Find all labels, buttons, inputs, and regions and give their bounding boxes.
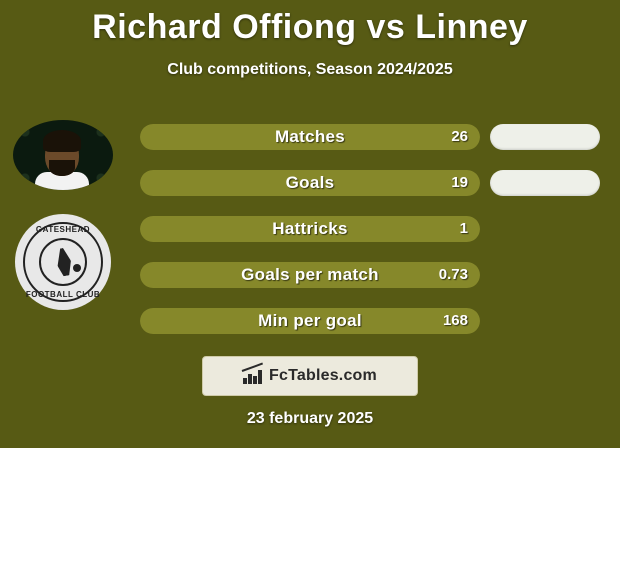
bar-value: 0.73: [439, 262, 468, 288]
left-player-column: GATESHEAD FOOTBALL CLUB: [8, 120, 118, 306]
stat-row: Hattricks1: [140, 216, 480, 242]
bar-value: 1: [460, 216, 468, 242]
page-title: Richard Offiong vs Linney: [0, 0, 620, 47]
bar-label: Min per goal: [140, 308, 480, 334]
stat-row: Matches26: [140, 124, 480, 150]
bar-label: Hattricks: [140, 216, 480, 242]
bar-label: Goals per match: [140, 262, 480, 288]
stat-bars: Matches26 Goals19 Hattricks1 Goals per matc…: [140, 124, 480, 354]
bottom-white-area: [0, 448, 620, 580]
page-subtitle: Club competitions, Season 2024/2025: [0, 61, 620, 79]
player-avatar: [13, 120, 113, 190]
date-text: 23 february 2025: [0, 410, 620, 428]
right-player-column: [490, 124, 600, 216]
stat-row: Goals19: [140, 170, 480, 196]
chart-icon: [243, 368, 263, 384]
stat-row: Min per goal168: [140, 308, 480, 334]
bar-value: 168: [443, 308, 468, 334]
bar-value: 19: [451, 170, 468, 196]
empty-stat-pill: [490, 124, 600, 150]
site-name: FcTables.com: [269, 367, 377, 385]
club-badge-top-text: GATESHEAD: [19, 225, 107, 234]
bar-label: Matches: [140, 124, 480, 150]
empty-stat-pill: [490, 170, 600, 196]
bar-value: 26: [451, 124, 468, 150]
stat-row: Goals per match0.73: [140, 262, 480, 288]
club-badge-bottom-text: FOOTBALL CLUB: [19, 290, 107, 299]
site-badge[interactable]: FcTables.com: [202, 356, 418, 396]
club-badge: GATESHEAD FOOTBALL CLUB: [19, 218, 107, 306]
bar-label: Goals: [140, 170, 480, 196]
